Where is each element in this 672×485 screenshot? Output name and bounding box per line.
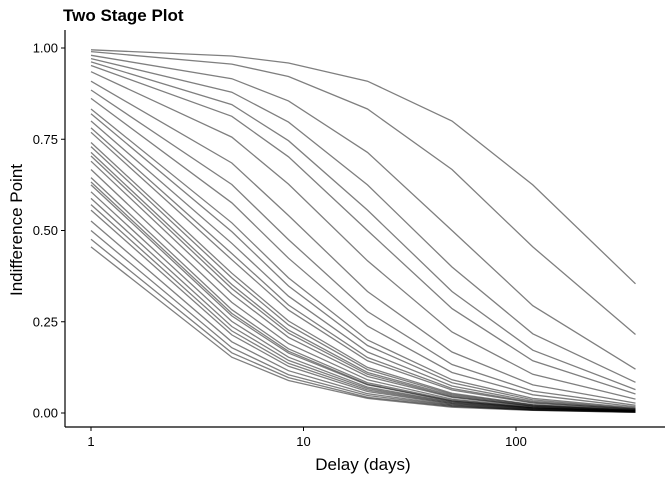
y-tick-label: 0.25 <box>33 314 58 329</box>
series-line-20 <box>90 160 636 412</box>
series-line-2 <box>90 50 636 335</box>
y-ticks: 0.00 0.25 0.50 0.75 1.00 <box>33 41 65 421</box>
y-tick-label: 0.00 <box>33 406 58 421</box>
x-ticks: 1 10 100 <box>87 427 527 449</box>
series-line-22 <box>90 177 636 412</box>
series-line-9 <box>90 89 636 406</box>
series-line-1 <box>90 49 636 285</box>
series-line-14 <box>90 127 636 411</box>
series-line-13 <box>90 120 636 410</box>
y-axis-label: Indifference Point <box>7 164 26 296</box>
x-tick-label: 10 <box>296 434 310 449</box>
series-line-8 <box>90 80 636 404</box>
series-line-23 <box>90 181 636 412</box>
series-line-4 <box>90 57 636 383</box>
series-line-17 <box>90 146 636 412</box>
series-line-6 <box>90 64 636 395</box>
chart-title: Two Stage Plot <box>63 6 184 25</box>
series-line-5 <box>90 61 636 391</box>
series-line-11 <box>90 108 636 409</box>
series-line-15 <box>90 131 636 411</box>
series-line-3 <box>90 54 636 370</box>
series-line-12 <box>90 113 636 410</box>
series-line-10 <box>90 97 636 408</box>
series-line-32 <box>90 246 636 413</box>
x-tick-label: 100 <box>505 434 527 449</box>
x-axis-label: Delay (days) <box>315 455 410 474</box>
x-tick-label: 1 <box>87 434 94 449</box>
series-line-7 <box>90 71 636 400</box>
series-lines <box>90 49 636 413</box>
y-tick-label: 1.00 <box>33 41 58 56</box>
y-tick-label: 0.50 <box>33 223 58 238</box>
y-tick-label: 0.75 <box>33 132 58 147</box>
series-line-19 <box>90 155 636 412</box>
